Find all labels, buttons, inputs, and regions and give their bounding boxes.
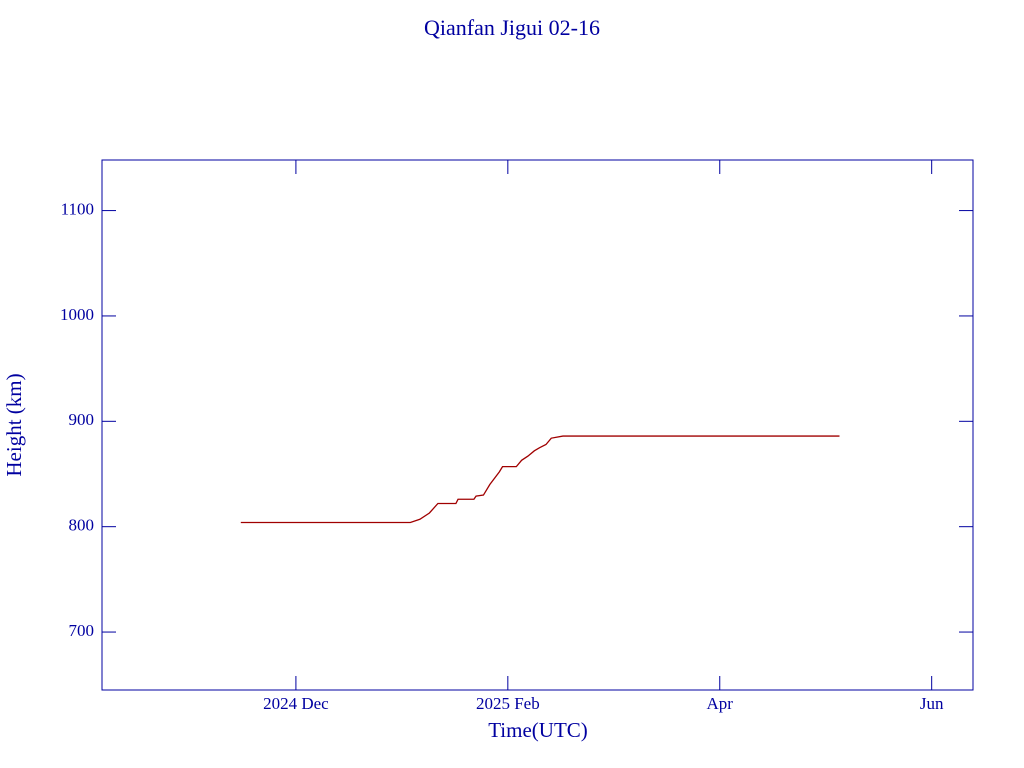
y-tick-label: 1100 bbox=[61, 199, 94, 218]
y-tick-label: 700 bbox=[69, 621, 95, 640]
y-axis-label: Height (km) bbox=[2, 373, 26, 476]
data-line bbox=[240, 435, 840, 524]
x-tick-label: Apr bbox=[707, 694, 734, 713]
y-tick-label: 900 bbox=[69, 410, 95, 429]
chart-title: Qianfan Jigui 02-16 bbox=[424, 15, 600, 40]
x-tick-label: 2024 Dec bbox=[263, 694, 329, 713]
plot-frame bbox=[101, 159, 974, 691]
y-tick-label: 1000 bbox=[60, 305, 94, 324]
x-axis-label: Time(UTC) bbox=[488, 718, 588, 742]
x-tick-label: Jun bbox=[920, 694, 944, 713]
x-tick-label: 2025 Feb bbox=[476, 694, 540, 713]
y-tick-label: 800 bbox=[69, 516, 95, 535]
